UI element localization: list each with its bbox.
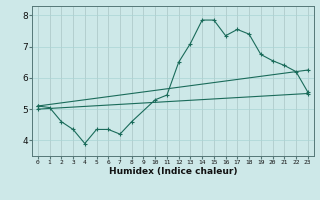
X-axis label: Humidex (Indice chaleur): Humidex (Indice chaleur) bbox=[108, 167, 237, 176]
